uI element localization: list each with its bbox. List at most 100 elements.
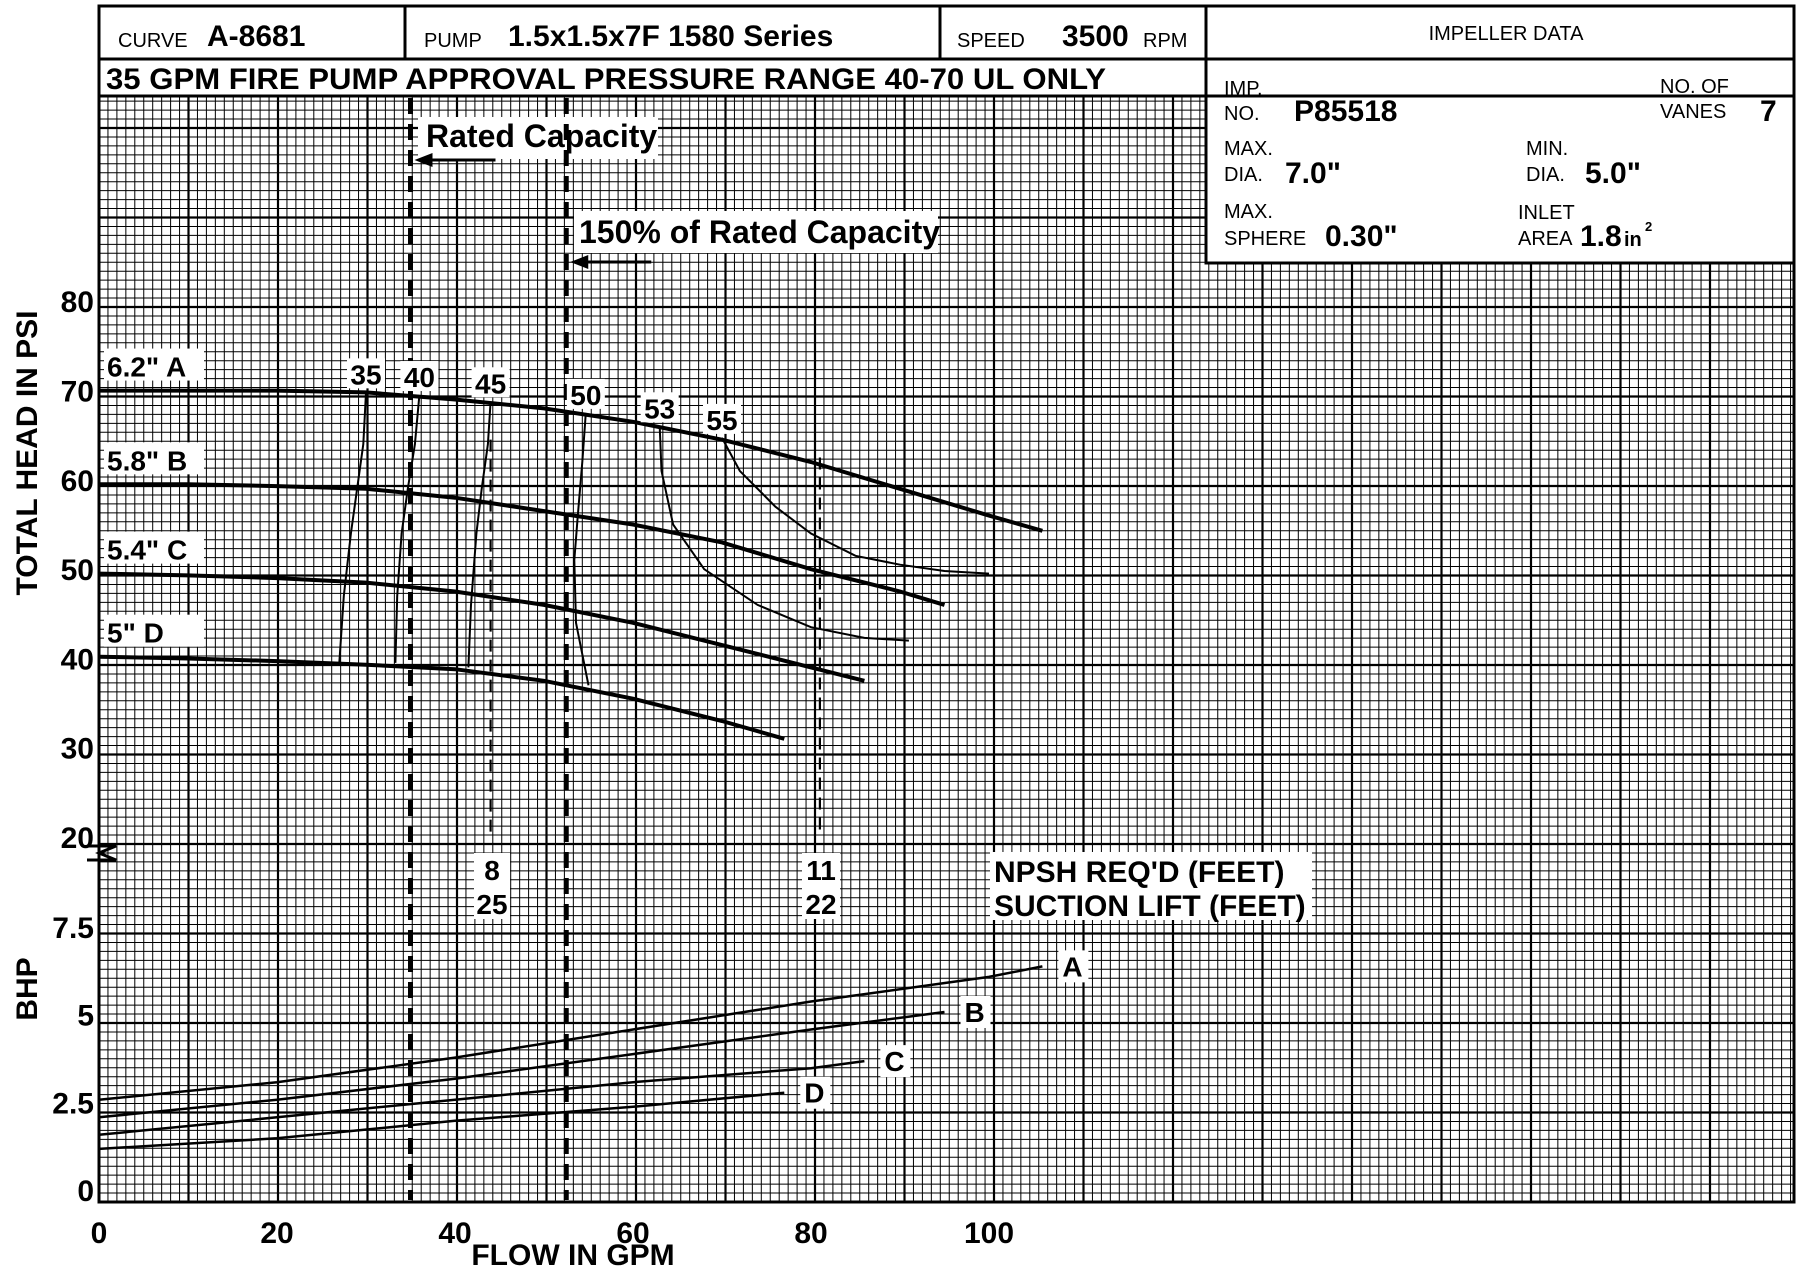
- head-tick-label: 70: [61, 376, 94, 409]
- pump-value: 1.5x1.5x7F 1580 Series: [508, 20, 833, 53]
- efficiency-label-53: 53: [644, 393, 675, 424]
- rated-150-label: 150% of Rated Capacity: [579, 214, 940, 250]
- bhp-tick-label: 2.5: [52, 1087, 94, 1120]
- head-curve-label: 5.4" C: [107, 535, 187, 566]
- sphere-label-1: MAX.: [1224, 201, 1273, 223]
- bhp-curves: [98, 965, 1043, 1151]
- speed-label: SPEED: [957, 30, 1025, 52]
- bhp-curve: [98, 1059, 865, 1137]
- bhp-curve-label: C: [884, 1046, 904, 1077]
- head-curve-label: 5.8" B: [107, 445, 187, 476]
- chart-subtitle: 35 GPM FIRE PUMP APPROVAL PRESSURE RANGE…: [106, 63, 1106, 96]
- efficiency-label-40: 40: [404, 362, 435, 393]
- efficiency-contour-50: [573, 412, 590, 686]
- head-tick-label: 30: [61, 733, 94, 766]
- bhp-label-bg: [960, 995, 991, 1028]
- head-curve-label: 6.2" A: [107, 352, 186, 383]
- speed-unit: RPM: [1143, 30, 1187, 52]
- bhp-curve-label: B: [965, 997, 985, 1028]
- npsh-1-box: [474, 853, 510, 919]
- reference-lines: [408, 98, 822, 1200]
- rated-capacity-line-arrow-head: [414, 153, 433, 167]
- maxdia-label-2: DIA.: [1224, 164, 1263, 186]
- head-curve: [99, 482, 946, 607]
- npsh-2-box: [802, 853, 840, 919]
- imp-label-2: NO.: [1224, 103, 1260, 125]
- maxdia-value: 7.0": [1285, 157, 1341, 190]
- head-label-bg: [104, 531, 204, 564]
- maxdia-label-1: MAX.: [1224, 138, 1273, 160]
- bhp-curve: [98, 965, 1043, 1101]
- efficiency-contour-45: [467, 401, 492, 668]
- bhp-curve: [98, 1091, 785, 1151]
- inlet-unit: in: [1624, 229, 1642, 251]
- efficiency-label-bg: [640, 392, 679, 423]
- curve-value: A-8681: [207, 20, 305, 53]
- bhp-curve-label: D: [804, 1078, 824, 1109]
- npsh-value-2: 11: [806, 855, 836, 886]
- x-tick-label: 20: [260, 1217, 293, 1250]
- suction-label: SUCTION LIFT (FEET): [994, 890, 1306, 923]
- head-tick-label: 60: [61, 465, 94, 498]
- efficiency-label-bg: [566, 378, 605, 409]
- series-labels: 35 40 45 50 53 55 6.2" A 5.8" B 5.4" C 5" D A B C D: [104, 348, 1089, 1109]
- bhp-tick-label: 7.5: [52, 912, 94, 945]
- tick-labels: 0 20 40 60 80 100 20 30 40 50 60 70 80 0 2.5 5 7.5: [52, 286, 1014, 1250]
- curve-label: CURVE: [118, 30, 188, 52]
- head-curve: [98, 571, 865, 683]
- sphere-label-2: SPHERE: [1224, 228, 1306, 250]
- head-curve: [98, 654, 785, 741]
- x-tick-label: 0: [91, 1217, 108, 1250]
- x-axis-title: FLOW IN GPM: [471, 1239, 674, 1270]
- y-axis-title-bhp: BHP: [11, 957, 44, 1020]
- head-label-bg: [104, 348, 204, 381]
- impeller-box: [1204, 4, 1796, 265]
- plot-frame: [97, 94, 1796, 1204]
- head-tick-label: 20: [61, 822, 94, 855]
- inlet-label-1: INLET: [1518, 202, 1575, 224]
- mindia-label-2: DIA.: [1526, 164, 1565, 186]
- efficiency-label-bg: [471, 367, 510, 398]
- head-tick-label: 80: [61, 286, 94, 319]
- head-curve: [99, 388, 1043, 533]
- inlet-value: 1.8: [1580, 220, 1622, 253]
- major-grid: [97, 96, 1794, 1204]
- head-label-bg: [104, 614, 204, 647]
- rated-capacity-label: Rated Capacity: [426, 118, 657, 154]
- rated-150-box: [574, 211, 938, 253]
- head-label-bg: [104, 442, 204, 475]
- rated-150-line-arrow-head: [570, 255, 589, 269]
- efficiency-contour-53: [658, 426, 909, 642]
- efficiency-contour-40: [394, 394, 421, 663]
- efficiency-contours: [338, 392, 990, 686]
- rated-capacity-box: [418, 117, 658, 159]
- mindia-value: 5.0": [1585, 157, 1641, 190]
- suction-value-1: 25: [476, 889, 507, 920]
- bhp-label-bg: [800, 1076, 831, 1109]
- x-tick-label: 40: [438, 1217, 471, 1250]
- efficiency-label-55: 55: [706, 405, 737, 436]
- vanes-label-1: NO. OF: [1660, 76, 1729, 98]
- bhp-curve: [98, 1010, 945, 1119]
- imp-value: P85518: [1294, 95, 1397, 128]
- bhp-label-bg: [1058, 950, 1089, 983]
- efficiency-label-50: 50: [570, 380, 601, 411]
- inlet-label-2: AREA: [1518, 228, 1573, 250]
- efficiency-label-35: 35: [350, 359, 381, 390]
- bhp-label-bg: [880, 1045, 911, 1078]
- bhp-tick-label: 5: [77, 1000, 94, 1033]
- vanes-value: 7: [1760, 95, 1777, 128]
- head-tick-label: 40: [61, 643, 94, 676]
- efficiency-contour-55: [721, 437, 990, 575]
- speed-value: 3500: [1062, 20, 1129, 53]
- efficiency-label-bg: [347, 358, 385, 389]
- efficiency-label-45: 45: [475, 368, 506, 399]
- x-tick-label: 60: [616, 1217, 649, 1250]
- mindia-label-1: MIN.: [1526, 138, 1568, 160]
- npsh-value-1: 8: [484, 855, 500, 886]
- head-tick-label: 50: [61, 554, 94, 587]
- inlet-exponent: 2: [1645, 219, 1652, 234]
- bhp-tick-label: 0: [77, 1175, 94, 1208]
- pump-label: PUMP: [424, 30, 482, 52]
